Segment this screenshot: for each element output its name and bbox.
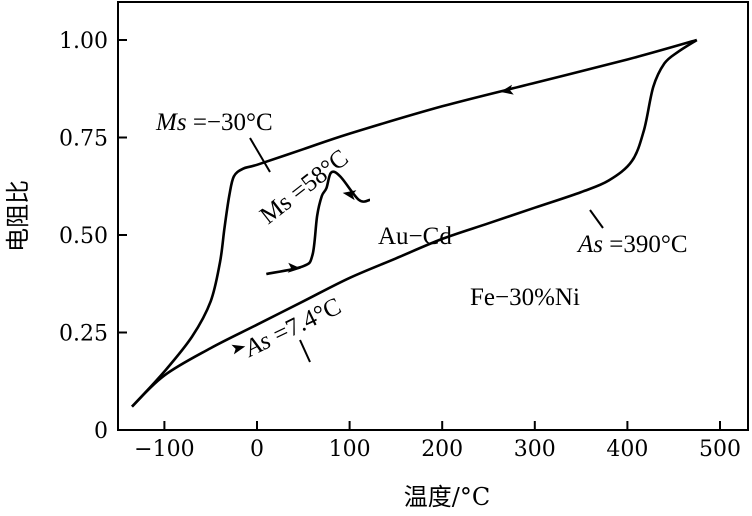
leader-ms-fe — [249, 137, 271, 173]
x-tick-label: −100 — [134, 437, 194, 462]
tick-layer: −100 0 100 200 300 400 500 0 0.25 0.50 0.75 1.00 — [59, 29, 741, 462]
label-au-cd: Au−Cd — [378, 223, 452, 250]
x-tick-label: 200 — [421, 437, 463, 462]
direction-arrow — [231, 344, 246, 355]
y-tick-label: 0.25 — [59, 322, 108, 347]
y-tick-label: 1.00 — [59, 29, 108, 54]
fe-ni-heating-curve — [131, 38, 698, 408]
curve-layer — [131, 38, 698, 408]
y-tick-label: 0 — [94, 419, 108, 444]
x-axis-title: 温度/°C — [404, 483, 490, 511]
x-tick-label: 100 — [329, 437, 371, 462]
x-tick-label: 300 — [514, 437, 556, 462]
annotation-ms-aucd: Ms =58°C — [255, 144, 354, 229]
y-tick-label: 0.50 — [59, 224, 108, 249]
x-tick-label: 500 — [699, 437, 741, 462]
plot-frame — [117, 1, 749, 431]
arrow-layer — [231, 84, 514, 355]
annotation-as-aucd: As =7.4°C — [239, 293, 345, 363]
direction-arrow — [287, 262, 301, 273]
leader-as-aucd — [299, 339, 311, 363]
x-tick-label: 400 — [606, 437, 648, 462]
direction-arrow — [500, 84, 514, 95]
direction-arrow — [342, 190, 357, 201]
annotation-ms-fe: Ms =−30°C — [155, 109, 273, 136]
y-tick-label: 0.75 — [59, 127, 108, 152]
y-axis-title: 电阻比 — [4, 180, 32, 252]
fe-ni-cooling-curve — [131, 38, 698, 408]
label-fe-30ni: Fe−30%Ni — [470, 284, 580, 311]
au-cd-curve — [266, 170, 371, 276]
x-tick-label: 0 — [250, 437, 264, 462]
leader-as-fe — [589, 209, 604, 229]
annotation-as-fe: As =390°C — [576, 231, 688, 258]
